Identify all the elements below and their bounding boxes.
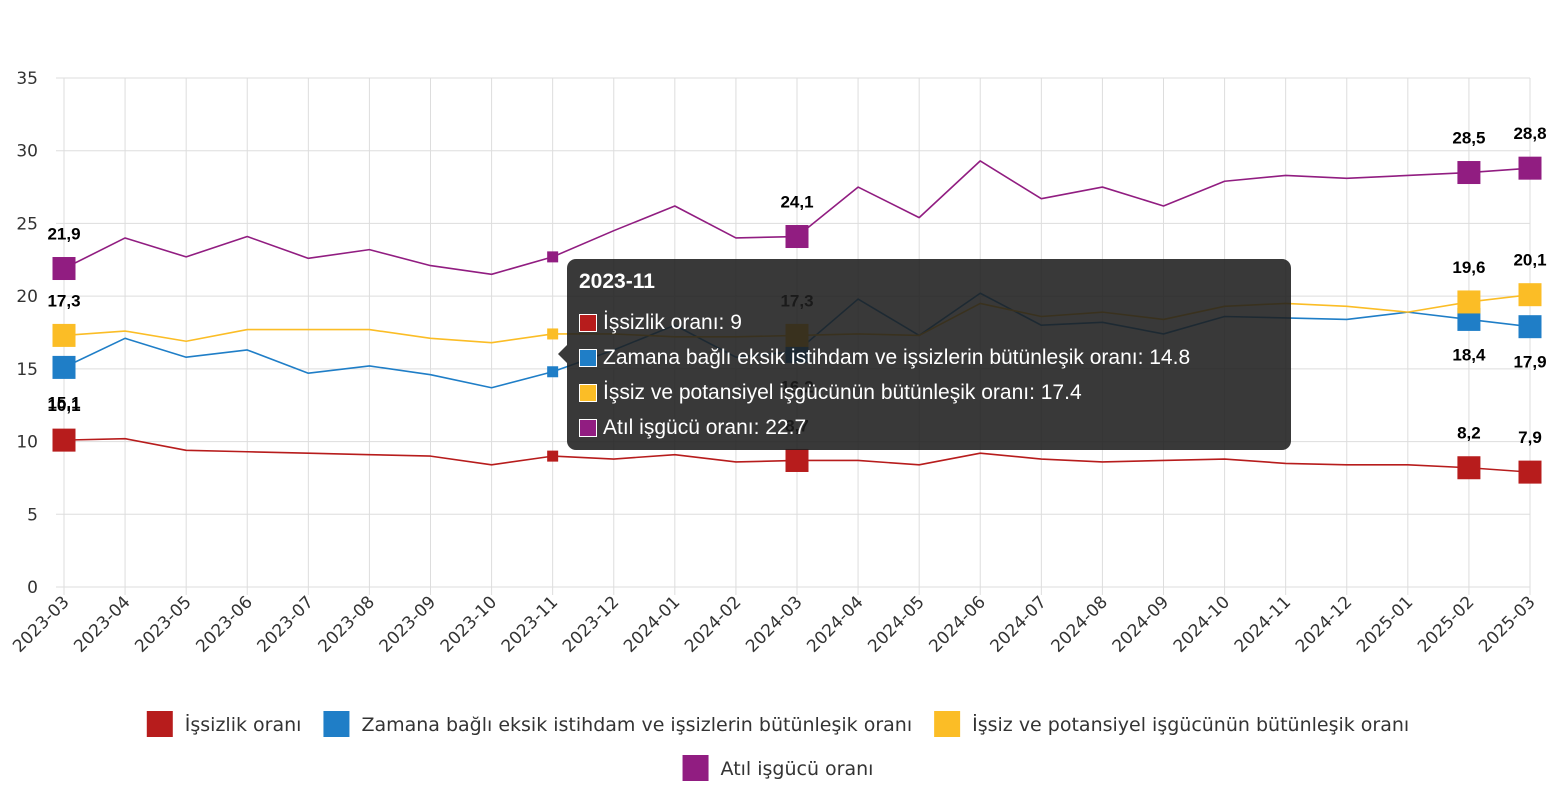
x-tick-label: 2024-07 xyxy=(987,592,1051,656)
x-tick-label: 2024-06 xyxy=(925,592,989,656)
legend-label: İşsizlik oranı xyxy=(185,713,302,736)
legend-item[interactable]: Zamana bağlı eksik istihdam ve işsizleri… xyxy=(323,711,912,737)
x-tick-label: 2023-11 xyxy=(498,592,562,656)
hover-point-marker xyxy=(547,366,559,378)
legend-label: Atıl işgücü oranı xyxy=(721,758,874,780)
data-label: 17,9 xyxy=(1513,353,1546,372)
data-label: 24,1 xyxy=(780,193,813,212)
x-tick-label: 2023-06 xyxy=(192,592,256,656)
hover-point-marker xyxy=(547,251,559,263)
legend-item[interactable]: İşsizlik oranı xyxy=(146,711,302,737)
tooltip-row-text: İşsizlik oranı: 9 xyxy=(603,310,742,334)
x-tick-label: 2023-05 xyxy=(131,592,195,656)
legend-item[interactable]: Atıl işgücü oranı xyxy=(682,755,874,781)
x-tick-label: 2023-09 xyxy=(376,592,440,656)
data-label: 28,8 xyxy=(1513,124,1546,143)
tooltip-title: 2023-11 xyxy=(579,270,655,293)
legend-label: İşsiz ve potansiyel işgücünün bütünleşik… xyxy=(972,713,1409,736)
data-point-marker xyxy=(52,323,76,347)
legend-swatch xyxy=(934,711,961,737)
x-tick-label: 2023-12 xyxy=(559,592,623,656)
data-label: 15,1 xyxy=(47,393,80,412)
data-point-marker xyxy=(785,225,809,249)
data-point-marker xyxy=(1457,456,1481,480)
legend-label: Zamana bağlı eksik istihdam ve işsizleri… xyxy=(361,714,912,736)
x-tick-label: 2023-08 xyxy=(315,592,379,656)
data-point-marker xyxy=(1518,156,1542,180)
legend-swatch xyxy=(146,711,173,737)
data-label: 20,1 xyxy=(1513,251,1546,270)
x-axis: 2023-032023-042023-052023-062023-072023-… xyxy=(9,592,1539,656)
tooltip-row-text: Atıl işgücü oranı: 22.7 xyxy=(603,415,807,439)
tooltip-swatch xyxy=(579,348,597,367)
y-tick-label: 10 xyxy=(16,433,38,453)
tooltip-row: İşsizlik oranı: 9 xyxy=(579,305,1279,340)
data-label: 18,4 xyxy=(1452,345,1486,364)
data-point-marker xyxy=(52,355,76,379)
y-tick-label: 35 xyxy=(16,69,38,89)
tooltip-swatch xyxy=(579,383,597,402)
data-point-marker xyxy=(52,428,76,452)
tooltip-row: Zamana bağlı eksik istihdam ve işsizleri… xyxy=(579,340,1279,375)
data-point-marker xyxy=(1457,307,1481,331)
data-label: 28,5 xyxy=(1452,129,1485,148)
x-tick-label: 2024-03 xyxy=(742,592,806,656)
x-tick-label: 2023-04 xyxy=(70,592,134,656)
tooltip-row-text: İşsiz ve potansiyel işgücünün bütünleşik… xyxy=(603,380,1082,404)
x-tick-label: 2023-10 xyxy=(437,592,501,656)
tooltip-row-text: Zamana bağlı eksik istihdam ve işsizleri… xyxy=(603,345,1191,369)
y-tick-label: 5 xyxy=(27,505,38,525)
data-label: 8,2 xyxy=(1457,424,1481,443)
x-tick-label: 2024-08 xyxy=(1048,592,1112,656)
tooltip-swatch xyxy=(579,313,597,332)
x-tick-label: 2025-01 xyxy=(1353,592,1417,656)
data-label: 7,9 xyxy=(1518,428,1542,447)
tooltip: 2023-11 İşsizlik oranı: 9 Zamana bağlı e… xyxy=(558,259,1291,450)
data-point-marker xyxy=(785,448,809,472)
x-tick-label: 2024-01 xyxy=(620,592,684,656)
x-tick-label: 2024-02 xyxy=(681,592,745,656)
data-point-marker xyxy=(1457,290,1481,314)
x-tick-label: 2024-09 xyxy=(1109,592,1173,656)
data-point-marker xyxy=(52,257,76,281)
legend-swatch xyxy=(682,755,709,781)
data-label: 10,1 xyxy=(47,396,80,415)
legend-item[interactable]: İşsiz ve potansiyel işgücünün bütünleşik… xyxy=(934,711,1409,737)
hover-point-marker xyxy=(547,328,559,340)
data-point-marker xyxy=(1518,283,1542,307)
x-tick-label: 2025-02 xyxy=(1414,592,1478,656)
data-label: 21,9 xyxy=(47,225,80,244)
y-tick-label: 25 xyxy=(16,214,38,234)
data-point-marker xyxy=(1457,161,1481,185)
y-tick-label: 0 xyxy=(27,578,38,598)
y-tick-label: 15 xyxy=(16,360,38,380)
x-tick-label: 2023-07 xyxy=(254,592,318,656)
hover-point-marker xyxy=(547,450,559,462)
x-tick-label: 2024-04 xyxy=(803,592,867,656)
x-tick-label: 2024-10 xyxy=(1170,592,1234,656)
y-tick-label: 20 xyxy=(16,287,38,307)
legend: İşsizlik oranı Zamana bağlı eksik istihda… xyxy=(146,711,1409,781)
y-tick-label: 30 xyxy=(16,142,38,162)
legend-swatch xyxy=(323,711,350,737)
tooltip-row: Atıl işgücü oranı: 22.7 xyxy=(579,410,1279,445)
data-label: 17,3 xyxy=(47,291,80,310)
x-tick-label: 2024-11 xyxy=(1231,592,1295,656)
data-label: 19,6 xyxy=(1452,258,1485,277)
x-tick-label: 2023-03 xyxy=(9,592,73,656)
tooltip-swatch xyxy=(579,418,597,437)
x-tick-label: 2024-05 xyxy=(864,592,928,656)
x-tick-label: 2025-03 xyxy=(1475,592,1539,656)
y-axis: 0 5 10 15 20 25 30 35 xyxy=(16,69,38,598)
data-point-marker xyxy=(1518,315,1542,339)
tooltip-row: İşsiz ve potansiyel işgücünün bütünleşik… xyxy=(579,375,1279,410)
data-point-marker xyxy=(1518,460,1542,484)
x-tick-label: 2024-12 xyxy=(1292,592,1356,656)
